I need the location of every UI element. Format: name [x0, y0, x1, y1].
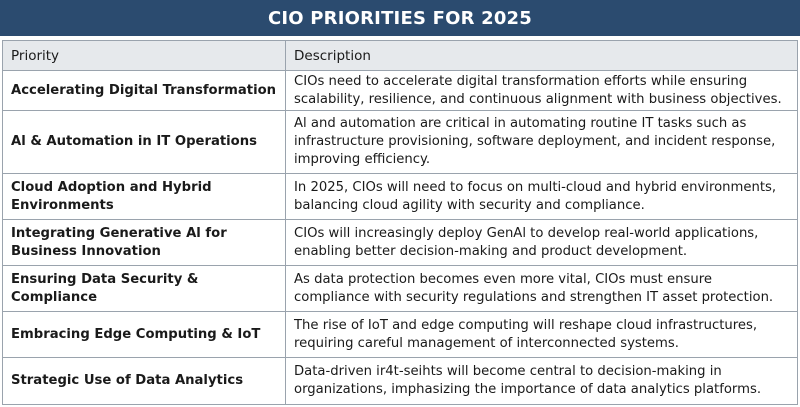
description-cell: Data-driven ir4t-seihts will become cent… — [294, 364, 762, 397]
description-cell: CIOs need to accelerate digital transfor… — [286, 71, 797, 111]
priority-cell: Embracing Edge Computing & IoT — [3, 312, 286, 358]
priority-cell: Ensuring Data Security & Compliance — [3, 266, 286, 312]
description-cell: The rise of IoT and edge computing will … — [286, 312, 797, 358]
priority-cell: Cloud Adoption and Hybrid Environments — [3, 174, 286, 220]
description-cell: CIOs will increasingly deploy GenAl to d… — [286, 220, 797, 266]
column-header-priority: Priority — [3, 41, 286, 71]
priorities-table: Priority Description Accelerating Digita… — [2, 40, 798, 405]
priority-cell: Accelerating Digital Transformation — [3, 71, 286, 111]
description-cell: As data protection becomes even more vit… — [286, 266, 797, 312]
priority-cell: Strategic Use of Data Analytics — [3, 358, 286, 404]
description-cell: In 2025, CIOs will need to focus on mult… — [286, 174, 797, 220]
description-cell: Al and automation are critical in automa… — [286, 111, 797, 174]
page-title: CIO PRIORITIES FOR 2025 — [267, 7, 532, 29]
column-header-description: Description — [286, 41, 797, 71]
priority-cell: Integrating Generative Al for Business I… — [3, 220, 286, 266]
title-banner: CIO PRIORITIES FOR 2025 — [0, 0, 800, 36]
priority-cell: Al & Automation in IT Operations — [3, 111, 286, 174]
